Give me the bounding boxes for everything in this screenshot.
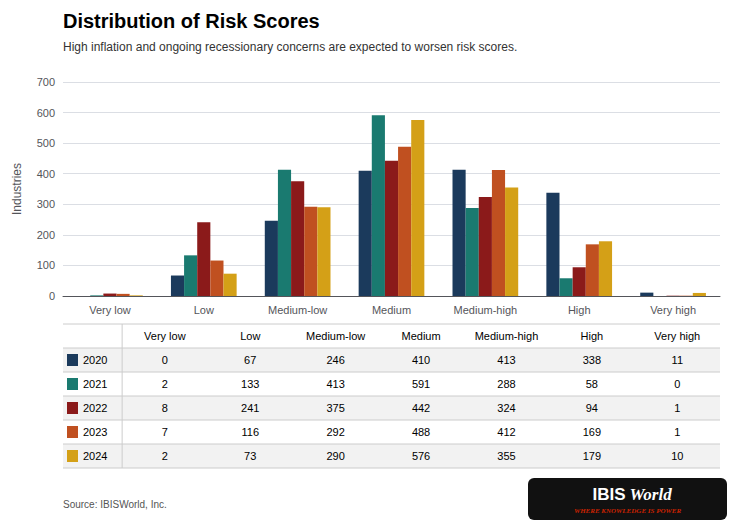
- svg-text:576: 576: [412, 450, 430, 462]
- svg-text:100: 100: [37, 259, 55, 271]
- svg-text:324: 324: [497, 402, 515, 414]
- svg-text:Medium-high: Medium-high: [475, 330, 539, 342]
- svg-text:246: 246: [326, 354, 344, 366]
- svg-text:133: 133: [241, 378, 259, 390]
- svg-text:Medium: Medium: [402, 330, 441, 342]
- svg-text:Very high: Very high: [654, 330, 700, 342]
- svg-text:290: 290: [326, 450, 344, 462]
- svg-text:442: 442: [412, 402, 430, 414]
- svg-text:Medium-low: Medium-low: [268, 304, 327, 316]
- svg-text:Source: IBISWorld, Inc.: Source: IBISWorld, Inc.: [63, 499, 167, 510]
- svg-text:0: 0: [162, 354, 168, 366]
- svg-text:High: High: [581, 330, 604, 342]
- svg-text:Distribution of Risk Scores: Distribution of Risk Scores: [63, 10, 320, 32]
- svg-text:413: 413: [497, 354, 515, 366]
- svg-text:IBIS: IBIS: [592, 485, 625, 504]
- svg-text:0: 0: [49, 290, 55, 302]
- svg-text:1: 1: [674, 426, 680, 438]
- svg-text:11: 11: [672, 354, 683, 366]
- svg-text:2022: 2022: [83, 402, 107, 414]
- svg-text:2021: 2021: [83, 378, 107, 390]
- svg-text:288: 288: [497, 378, 515, 390]
- svg-text:94: 94: [586, 402, 598, 414]
- svg-text:8: 8: [162, 402, 168, 414]
- svg-text:116: 116: [241, 426, 259, 438]
- svg-text:355: 355: [497, 450, 515, 462]
- svg-text:0: 0: [674, 378, 680, 390]
- svg-text:179: 179: [583, 450, 601, 462]
- svg-text:410: 410: [412, 354, 430, 366]
- svg-text:2023: 2023: [83, 426, 107, 438]
- svg-text:700: 700: [37, 76, 55, 88]
- svg-text:1: 1: [674, 402, 680, 414]
- svg-text:Very high: Very high: [650, 304, 696, 316]
- svg-text:241: 241: [241, 402, 259, 414]
- svg-text:2024: 2024: [83, 450, 107, 462]
- svg-text:413: 413: [326, 378, 344, 390]
- svg-text:500: 500: [37, 137, 55, 149]
- svg-text:591: 591: [412, 378, 430, 390]
- svg-text:2020: 2020: [83, 354, 107, 366]
- svg-text:2: 2: [162, 450, 168, 462]
- svg-text:488: 488: [412, 426, 430, 438]
- svg-text:WHERE KNOWLEDGE IS POWER: WHERE KNOWLEDGE IS POWER: [574, 507, 681, 515]
- svg-text:Medium: Medium: [372, 304, 411, 316]
- svg-text:10: 10: [671, 450, 683, 462]
- svg-text:Low: Low: [194, 304, 214, 316]
- svg-text:Medium-low: Medium-low: [306, 330, 365, 342]
- svg-text:58: 58: [586, 378, 598, 390]
- svg-text:Very low: Very low: [144, 330, 186, 342]
- svg-text:Industries: Industries: [10, 163, 24, 215]
- svg-text:High: High: [568, 304, 591, 316]
- svg-text:Very low: Very low: [89, 304, 131, 316]
- svg-text:2: 2: [162, 378, 168, 390]
- svg-text:300: 300: [37, 198, 55, 210]
- svg-text:338: 338: [583, 354, 601, 366]
- svg-text:600: 600: [37, 107, 55, 119]
- svg-text:375: 375: [326, 402, 344, 414]
- svg-text:73: 73: [244, 450, 256, 462]
- svg-text:Medium-high: Medium-high: [454, 304, 518, 316]
- svg-text:7: 7: [162, 426, 168, 438]
- svg-text:Low: Low: [240, 330, 260, 342]
- svg-text:412: 412: [497, 426, 515, 438]
- svg-text:169: 169: [583, 426, 601, 438]
- svg-text:200: 200: [37, 229, 55, 241]
- svg-text:292: 292: [326, 426, 344, 438]
- svg-text:High inflation and ongoing rec: High inflation and ongoing recessionary …: [63, 40, 517, 54]
- svg-text:67: 67: [244, 354, 256, 366]
- svg-text:400: 400: [37, 168, 55, 180]
- svg-text:World: World: [629, 485, 672, 504]
